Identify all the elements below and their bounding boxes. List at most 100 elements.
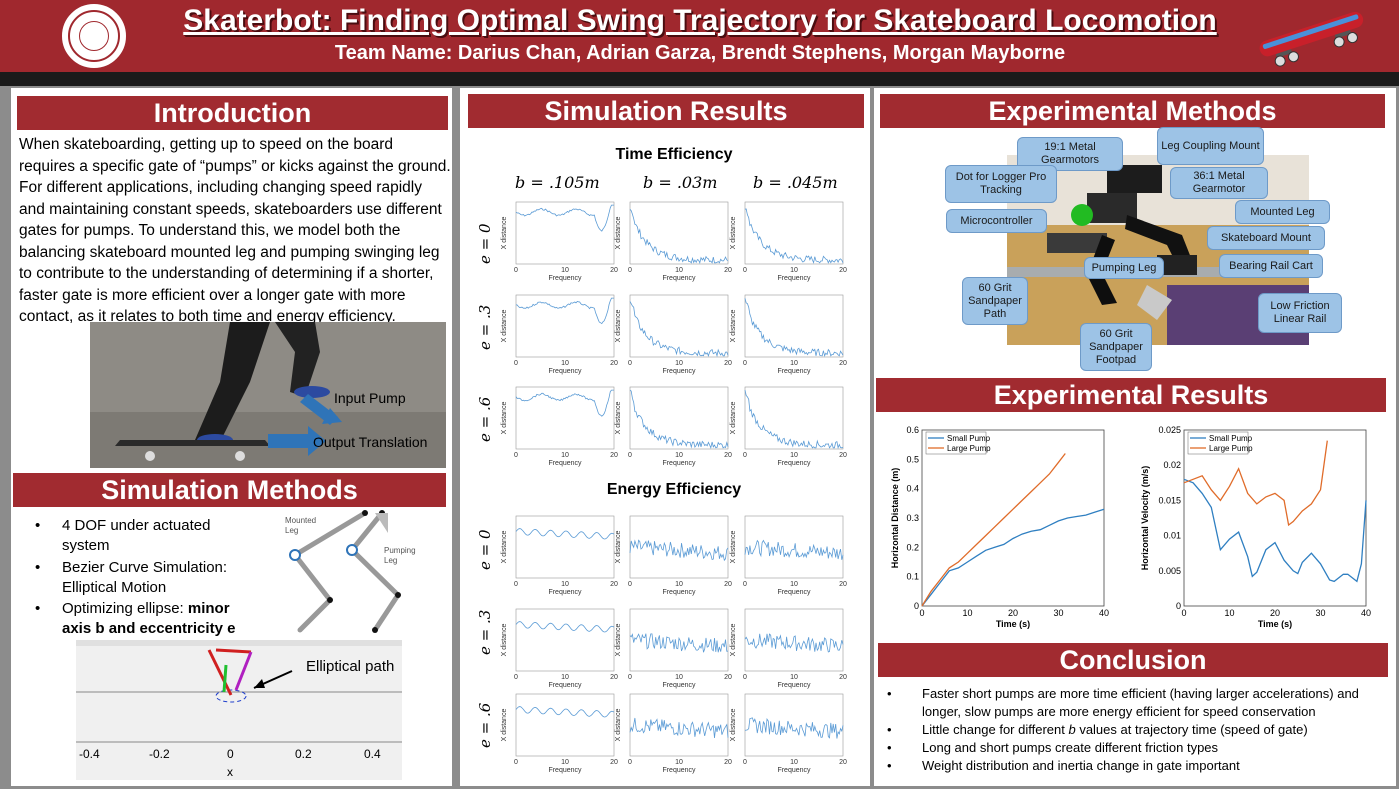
- x-axis-label: Frequency: [548, 767, 582, 774]
- x-axis-label: Time (s): [996, 619, 1030, 629]
- x-tick-label: 20: [610, 452, 618, 459]
- plot-frame: [744, 693, 844, 757]
- spectrum-line: [744, 298, 844, 358]
- x-tick-label: 20: [1008, 608, 1018, 618]
- energy-efficiency-title: Energy Efficiency: [606, 481, 742, 498]
- pumping-leg-label: Pumping Leg: [384, 546, 416, 565]
- col-head-2: b = .03m: [643, 173, 718, 192]
- conclusion-bullet-1-text: Faster short pumps are more time efficie…: [922, 686, 1359, 719]
- ellipse-x-tick-5: 0.4: [364, 747, 381, 761]
- series-line-small-pump: [921, 508, 1105, 607]
- y-axis-label: Horizontal Velocity (m/s): [1140, 466, 1150, 571]
- header-divider: [0, 72, 1399, 86]
- x-axis-label: Frequency: [662, 368, 696, 375]
- x-tick-label: 10: [561, 452, 569, 459]
- x-tick-label: 20: [610, 267, 618, 274]
- time-efficiency-title: Time Efficiency: [615, 146, 733, 163]
- y-axis-label: X distance: [730, 709, 737, 742]
- y-axis-label: X distance: [730, 402, 737, 435]
- y-tick-label: 0.02: [1163, 460, 1181, 470]
- energy-plot-r2-c3: 0 10 20 Frequency X distance: [730, 608, 847, 689]
- callout-sandpaper-path: 60 Grit Sandpaper Path: [962, 277, 1028, 325]
- x-tick-label: 30: [1053, 608, 1063, 618]
- conclusion-bullet-3-text: Long and short pumps create different fr…: [922, 740, 1219, 755]
- time-row-head-1: e = 0: [476, 223, 494, 264]
- y-axis-label: X distance: [730, 624, 737, 657]
- spectrum-line: [629, 717, 729, 738]
- sim-bullet-2: • Bezier Curve Simulation: Elliptical Mot…: [35, 558, 245, 596]
- y-axis-label: X distance: [501, 310, 508, 343]
- x-axis-label: Frequency: [777, 460, 811, 467]
- x-tick-label: 0: [628, 267, 632, 274]
- plot-frame: [744, 515, 844, 579]
- x-axis-label: Frequency: [662, 589, 696, 596]
- plot-frame: [515, 515, 615, 579]
- plot-frame: [629, 386, 729, 450]
- x-tick-label: 10: [790, 360, 798, 367]
- x-axis-label: Frequency: [548, 460, 582, 467]
- x-tick-label: 10: [561, 360, 569, 367]
- conclusion-bullet-2: • Little change for different b values at…: [887, 722, 1308, 737]
- plot-frame: [744, 386, 844, 450]
- x-tick-label: 0: [514, 759, 518, 766]
- x-tick-label: 20: [839, 452, 847, 459]
- x-axis-label: Frequency: [548, 275, 582, 282]
- spectrum-line: [515, 621, 615, 633]
- y-axis-label: X distance: [501, 531, 508, 564]
- leg-model-diagram: [289, 510, 401, 633]
- legend-label: Large Pump: [1209, 444, 1253, 453]
- y-axis-label: X distance: [615, 217, 622, 250]
- x-axis-label: Frequency: [662, 767, 696, 774]
- x-tick-label: 0: [628, 759, 632, 766]
- x-tick-label: 10: [675, 452, 683, 459]
- x-tick-label: 10: [790, 267, 798, 274]
- plot-area: [1183, 429, 1367, 607]
- spectrum-line: [744, 539, 844, 560]
- time-plot-r2-c2: 0 10 20 Frequency X distance: [615, 294, 732, 375]
- y-axis-label: X distance: [730, 310, 737, 343]
- y-tick-label: 0.015: [1158, 495, 1181, 505]
- x-tick-label: 10: [561, 267, 569, 274]
- series-line-large-pump: [1183, 440, 1328, 527]
- x-tick-label: 0: [514, 581, 518, 588]
- y-tick-label: 0.3: [906, 513, 919, 523]
- spectrum-line: [744, 208, 844, 264]
- y-axis-label: Horizontal Distance (m): [890, 468, 900, 569]
- plot-frame: [744, 608, 844, 672]
- callout-leg-coupling: Leg Coupling Mount: [1157, 127, 1264, 165]
- y-axis-label: X distance: [615, 310, 622, 343]
- x-tick-label: 0: [743, 674, 747, 681]
- x-tick-label: 0: [514, 452, 518, 459]
- x-axis-label: Frequency: [662, 460, 696, 467]
- x-axis-label: Frequency: [777, 368, 811, 375]
- plot-frame: [629, 201, 729, 265]
- x-tick-label: 20: [724, 581, 732, 588]
- plot-frame: [515, 386, 615, 450]
- callout-skateboard-mount: Skateboard Mount: [1207, 226, 1325, 250]
- conclusion-b2-var: b: [1068, 722, 1076, 737]
- x-tick-label: 20: [610, 581, 618, 588]
- sim-results-title: Simulation Results: [468, 94, 864, 128]
- spectrum-line: [629, 208, 729, 265]
- y-axis-label: X distance: [501, 709, 508, 742]
- x-tick-label: 0: [514, 267, 518, 274]
- y-axis-label: X distance: [730, 217, 737, 250]
- y-axis-label: X distance: [615, 709, 622, 742]
- y-tick-label: 0.4: [906, 484, 919, 494]
- energy-row-head-3: e = .6: [476, 702, 494, 748]
- x-axis-label: Frequency: [548, 589, 582, 596]
- y-axis-label: X distance: [615, 624, 622, 657]
- conclusion-bullet-3: • Long and short pumps create different f…: [887, 739, 1387, 757]
- callout-sandpaper-footpad: 60 Grit Sandpaper Footpad: [1080, 323, 1152, 371]
- legend-label: Small Pump: [947, 434, 991, 443]
- energy-plot-r2-c2: 0 10 20 Frequency X distance: [615, 608, 732, 689]
- y-tick-label: 0.1: [906, 572, 919, 582]
- y-tick-label: 0.2: [906, 542, 919, 552]
- mit-seal-logo: [62, 4, 126, 68]
- x-tick-label: 10: [561, 581, 569, 588]
- intro-title: Introduction: [17, 96, 448, 130]
- plot-frame: [515, 608, 615, 672]
- x-tick-label: 20: [724, 267, 732, 274]
- callout-pumping-leg: Pumping Leg: [1084, 257, 1164, 279]
- x-axis-label: Frequency: [777, 767, 811, 774]
